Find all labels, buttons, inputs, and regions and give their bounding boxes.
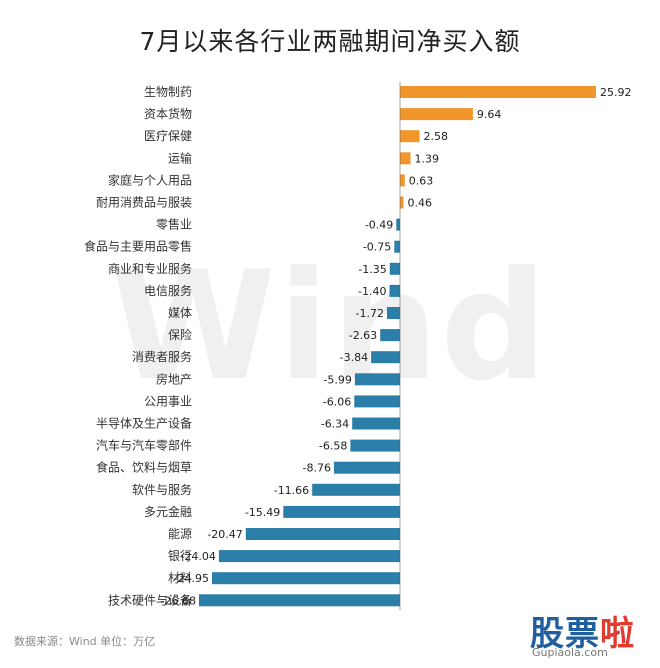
category-label: 家庭与个人用品 xyxy=(108,172,192,187)
value-label: -0.49 xyxy=(365,219,393,232)
value-label: -5.99 xyxy=(323,373,351,386)
category-label: 医疗保健 xyxy=(144,129,192,143)
category-label: 电信服务 xyxy=(144,283,192,298)
bar xyxy=(400,108,473,121)
bar xyxy=(199,594,400,607)
bar xyxy=(218,550,400,563)
bar xyxy=(245,528,400,540)
category-label: 公用事业 xyxy=(144,394,192,408)
value-label: -15.49 xyxy=(245,506,280,519)
bar xyxy=(400,86,596,98)
bar xyxy=(312,483,400,496)
category-label: 零售业 xyxy=(156,217,192,232)
bar xyxy=(212,572,400,585)
category-label: 能源 xyxy=(168,527,192,541)
bar xyxy=(354,373,400,386)
bar xyxy=(334,461,400,474)
bar xyxy=(354,395,400,408)
category-label: 汽车与汽车零部件 xyxy=(96,438,192,453)
category-label: 消费者服务 xyxy=(132,349,192,364)
value-label: -11.66 xyxy=(274,484,309,497)
category-label: 材料 xyxy=(168,571,192,585)
bar xyxy=(389,262,400,275)
value-label: -26.68 xyxy=(161,594,196,607)
value-label: -2.63 xyxy=(349,329,377,342)
category-label: 媒体 xyxy=(168,306,192,320)
value-label: 1.39 xyxy=(415,152,440,165)
value-label: -1.72 xyxy=(356,307,384,320)
bar xyxy=(352,417,400,430)
watermark-text: Wind xyxy=(110,240,550,414)
bar xyxy=(371,351,400,364)
value-label: 2.58 xyxy=(424,130,449,143)
value-label: 0.63 xyxy=(409,174,434,187)
value-label: -8.76 xyxy=(303,462,331,475)
value-label: -0.75 xyxy=(363,241,391,254)
category-label: 技术硬件与设备 xyxy=(108,593,192,607)
value-label: -24.04 xyxy=(180,550,215,563)
bar xyxy=(400,174,405,187)
chart-title: 7月以来各行业两融期间净买入额 xyxy=(139,27,521,56)
category-label: 保险 xyxy=(168,327,192,342)
category-label: 耐用消费品与服装 xyxy=(96,196,192,210)
value-label: 9.64 xyxy=(477,108,502,121)
category-label: 生物制药 xyxy=(144,85,192,99)
bar xyxy=(396,218,400,231)
value-label: -6.34 xyxy=(321,418,349,431)
value-label: 25.92 xyxy=(600,86,632,99)
category-label: 房地产 xyxy=(156,371,192,386)
bar xyxy=(283,505,400,518)
bar xyxy=(387,307,400,319)
value-label: -1.35 xyxy=(358,263,386,276)
category-label: 食品与主要用品零售 xyxy=(84,239,192,254)
value-label: -6.06 xyxy=(323,395,351,408)
value-label: -3.84 xyxy=(340,351,368,364)
category-label: 银行 xyxy=(168,549,192,563)
value-label: -20.47 xyxy=(207,528,242,541)
category-label: 软件与服务 xyxy=(132,482,192,497)
logo-url: Gupiaola.com xyxy=(532,646,608,659)
logo-part2: 啦 xyxy=(600,614,635,654)
bar xyxy=(400,130,420,143)
value-label: 0.46 xyxy=(408,197,433,210)
bar xyxy=(389,284,400,297)
category-label: 食品、饮料与烟草 xyxy=(96,460,192,475)
source-note: 数据来源：Wind 单位：万亿 xyxy=(14,635,156,648)
bar xyxy=(380,329,400,342)
category-label: 运输 xyxy=(168,150,192,165)
bar xyxy=(400,196,404,209)
value-label: -24.95 xyxy=(174,572,209,585)
bar xyxy=(350,439,400,452)
category-label: 多元金融 xyxy=(144,504,192,519)
category-label: 商业和专业服务 xyxy=(108,261,192,276)
site-logo: 股票啦 Gupiaola.com xyxy=(524,606,652,662)
bar xyxy=(400,152,411,165)
value-label: -1.40 xyxy=(358,285,386,298)
bar xyxy=(394,240,400,253)
category-label: 资本货物 xyxy=(144,106,192,121)
logo-text: 股票啦 xyxy=(530,606,635,655)
logo-part1: 股票 xyxy=(530,614,600,654)
value-label: -6.58 xyxy=(319,440,347,453)
category-label: 半导体及生产设备 xyxy=(96,417,192,431)
